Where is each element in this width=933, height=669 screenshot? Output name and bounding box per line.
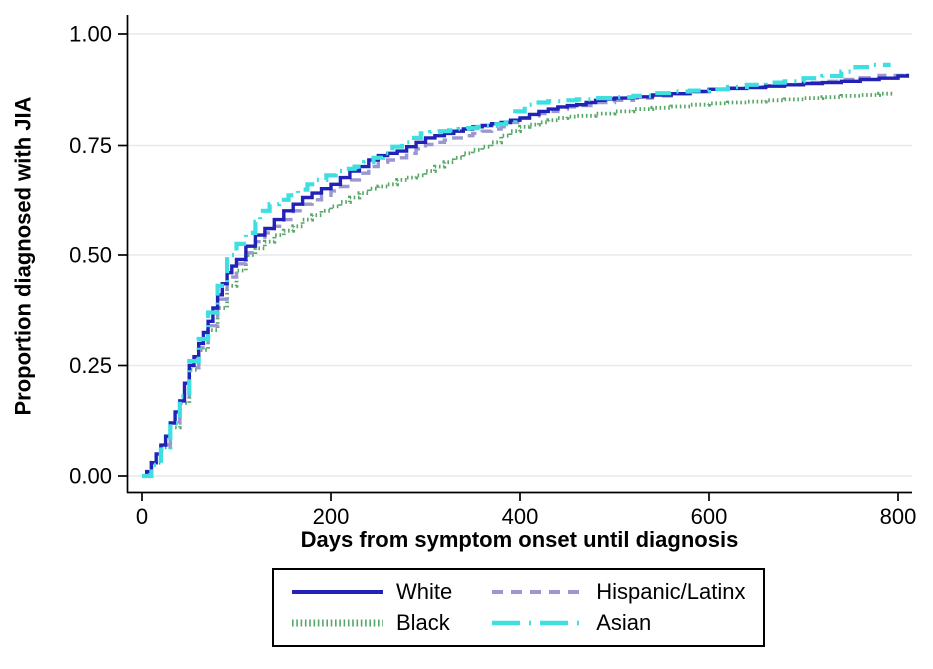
y-tick-label: 1.00: [69, 22, 112, 47]
gridlines: [128, 33, 912, 477]
series-curves: [142, 62, 910, 479]
x-tick-label: 0: [136, 504, 148, 529]
y-ticks: [118, 33, 127, 477]
legend-label: Hispanic/Latinx: [596, 579, 746, 604]
legend-item-hispanic-latinx: Hispanic/Latinx: [492, 579, 745, 605]
y-tick-labels: 1.00 0.75 0.50 0.25 0.00: [69, 22, 112, 489]
legend-item-asian: Asian: [492, 610, 745, 636]
axes: [126, 15, 912, 494]
series-white: [142, 73, 910, 478]
legend: White Hispanic/Latinx Black Asian: [272, 568, 766, 647]
x-tick-label: 400: [502, 504, 539, 529]
legend-item-white: White: [292, 579, 452, 605]
legend-label: White: [396, 579, 453, 604]
x-tick-labels: 0 200 400 600 800: [136, 504, 916, 529]
legend-label: Asian: [596, 610, 652, 635]
y-axis-title: Proportion diagnosed with JIA: [10, 96, 35, 416]
x-tick-label: 200: [313, 504, 350, 529]
y-tick-label: 0.75: [69, 133, 112, 158]
x-tick-label: 600: [691, 504, 728, 529]
y-tick-label: 0.50: [69, 243, 112, 268]
series-asian: [142, 62, 891, 479]
y-axis-title-wrap: Proportion diagnosed with JIA: [0, 0, 46, 512]
series-hispanic-latinx: [142, 73, 905, 478]
y-tick-label: 0.00: [69, 464, 112, 489]
x-ticks: [141, 493, 899, 501]
series-black: [142, 91, 896, 478]
x-tick-label: 800: [880, 504, 917, 529]
y-tick-label: 0.25: [69, 353, 112, 378]
plot-area: 1.00 0.75 0.50 0.25 0.00 0 200 400 600 8…: [69, 15, 916, 529]
legend-label: Black: [396, 610, 450, 635]
x-axis-title: Days from symptom onset until diagnosis: [300, 527, 739, 552]
legend-item-black: Black: [292, 610, 452, 636]
